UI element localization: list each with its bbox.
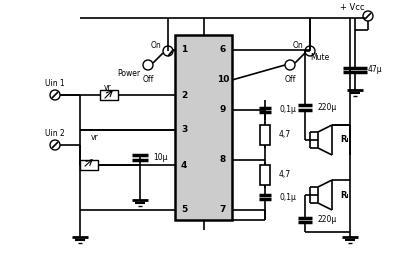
Text: 10µ: 10µ — [153, 153, 168, 163]
FancyBboxPatch shape — [175, 35, 232, 220]
Bar — [260, 125, 270, 145]
Text: vr: vr — [91, 133, 99, 141]
Text: Uin 2: Uin 2 — [45, 129, 65, 137]
Text: Rₗ: Rₗ — [340, 135, 348, 145]
Text: 4,7: 4,7 — [279, 170, 291, 180]
Text: 5: 5 — [181, 205, 187, 214]
Text: Rₗ: Rₗ — [340, 190, 348, 199]
Bar — [100, 90, 118, 100]
Text: Off: Off — [142, 74, 154, 84]
Text: + Vcc: + Vcc — [340, 4, 365, 12]
Text: 2: 2 — [181, 90, 187, 100]
Bar — [260, 165, 270, 185]
Text: 220µ: 220µ — [317, 215, 336, 225]
Text: 8: 8 — [220, 155, 226, 165]
Text: 6: 6 — [220, 45, 226, 55]
Text: 4,7: 4,7 — [279, 131, 291, 139]
Text: 3: 3 — [181, 125, 187, 135]
Text: Power: Power — [117, 69, 140, 77]
Text: 1: 1 — [181, 45, 187, 55]
Text: 9: 9 — [220, 105, 226, 115]
Text: On: On — [293, 40, 303, 50]
Text: 47µ: 47µ — [368, 66, 383, 74]
Text: Mute: Mute — [310, 53, 329, 61]
Text: 220µ: 220µ — [317, 103, 336, 112]
Text: Uin 1: Uin 1 — [45, 78, 65, 87]
Text: 0,1µ: 0,1µ — [279, 193, 296, 201]
Text: 7: 7 — [220, 205, 226, 214]
Text: 10: 10 — [217, 75, 229, 85]
Text: On: On — [151, 40, 161, 50]
Text: 0,1µ: 0,1µ — [279, 105, 296, 115]
Text: Off: Off — [284, 74, 296, 84]
Text: 4: 4 — [181, 161, 187, 169]
Bar — [80, 160, 98, 170]
Text: vr: vr — [104, 83, 112, 91]
